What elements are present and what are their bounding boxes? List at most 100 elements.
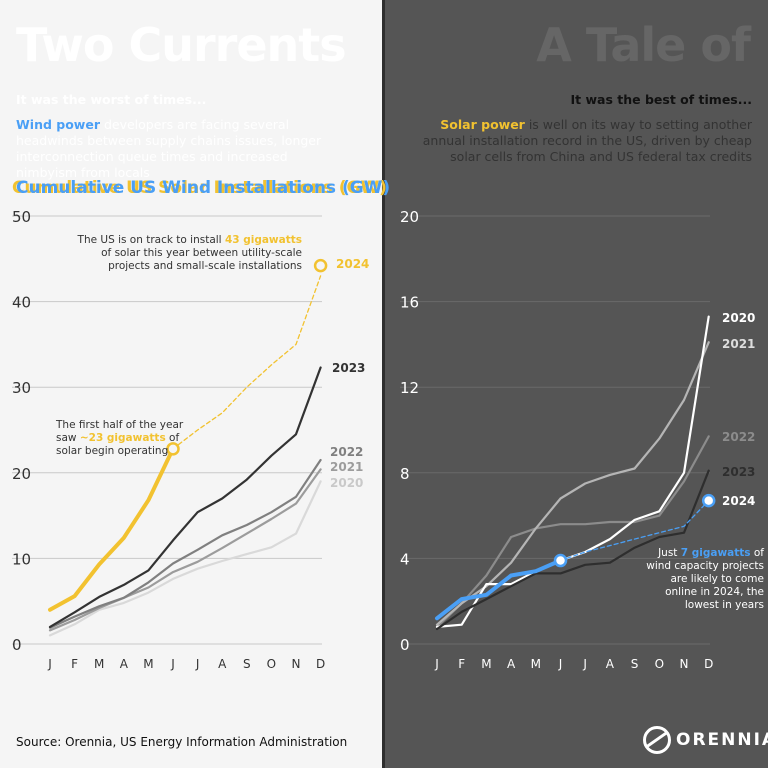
x-tick-label: M <box>531 657 541 671</box>
y-tick-label: 16 <box>400 294 419 312</box>
y-tick-label: 30 <box>12 379 31 397</box>
series-label-2021: 2021 <box>722 337 755 351</box>
x-tick-label: S <box>631 657 639 671</box>
x-tick-label: J <box>558 657 563 671</box>
x-tick-label: A <box>507 657 516 671</box>
series-line-2024-projection <box>172 275 322 450</box>
series-marker-2024 <box>701 493 716 508</box>
y-tick-label: 4 <box>400 550 410 568</box>
annotation-0: The US is on track to install 43 gigawat… <box>77 234 302 272</box>
annotation-segment: solar begin operating <box>56 445 168 457</box>
series-line-2022 <box>435 435 710 628</box>
title-left: A Tale of <box>536 18 751 72</box>
y-tick-label: 20 <box>400 208 419 226</box>
right-subhead: It was the worst of times... <box>16 92 207 107</box>
y-tick-label: 0 <box>12 636 22 654</box>
x-tick-label: J <box>434 657 439 671</box>
orennia-logo-icon <box>643 726 671 754</box>
annotation-segment: of <box>166 432 180 444</box>
wind-highlight: Wind power <box>16 117 100 132</box>
series-line-2024 <box>48 446 175 612</box>
series-line-2022 <box>48 458 322 629</box>
x-tick-label: O <box>267 657 276 671</box>
panel-divider <box>382 0 385 768</box>
x-tick-label: F <box>71 657 78 671</box>
x-tick-label: O <box>655 657 664 671</box>
annotation-segment: The US is on track to install <box>77 234 225 246</box>
x-tick-label: J <box>195 657 200 671</box>
series-line-2023 <box>48 366 322 628</box>
annotation-segment: The first half of the year <box>55 419 184 431</box>
y-tick-label: 50 <box>12 208 31 226</box>
series-line-2020 <box>48 480 322 637</box>
right-paragraph-text: developers are facing several headwinds … <box>16 117 322 180</box>
x-tick-label: N <box>292 657 301 671</box>
series-label-2024: 2024 <box>722 494 755 508</box>
series-line-2024 <box>435 558 563 621</box>
series-label-2022: 2022 <box>330 445 363 459</box>
y-tick-label: 40 <box>12 294 31 312</box>
annotation-segment: saw <box>56 432 80 444</box>
series-line-2021 <box>435 341 710 626</box>
x-tick-label: J <box>170 657 175 671</box>
annotation-segment: 7 gigawatts <box>681 547 751 559</box>
right-panel <box>384 0 768 768</box>
series-line-2020 <box>435 315 710 628</box>
series-label-2024: 2024 <box>336 257 369 271</box>
annotation-segment: wind capacity projects <box>646 560 764 572</box>
y-tick-label: 0 <box>400 636 410 654</box>
x-tick-label: A <box>120 657 129 671</box>
x-tick-label: M <box>481 657 491 671</box>
series-marker-2024 <box>553 553 568 568</box>
series-marker-2024 <box>166 442 180 456</box>
annotation-segment: online in 2024, the <box>665 586 764 598</box>
x-tick-label: J <box>47 657 52 671</box>
annotation-segment: lowest in years <box>685 599 764 611</box>
series-line-2023 <box>435 469 710 631</box>
x-tick-label: D <box>316 657 325 671</box>
source-note: Source: Orennia, US Energy Information A… <box>16 735 348 749</box>
y-tick-label: 8 <box>400 465 410 483</box>
annotation-segment: are likely to come <box>670 573 764 585</box>
title-right: Two Currents <box>16 18 347 72</box>
series-line-2021 <box>48 468 322 632</box>
right-paragraph: Wind power developers are facing several… <box>16 117 351 181</box>
y-tick-label: 20 <box>12 465 31 483</box>
series-label-2022: 2022 <box>722 430 755 444</box>
x-tick-label: A <box>606 657 615 671</box>
x-tick-label: D <box>704 657 713 671</box>
wind-chart: 0 4 8 12 16 20 J F M A M J J A S O N D 2020 2021 2022 2023 202… <box>400 208 764 671</box>
left-subhead: It was the best of times... <box>570 92 752 107</box>
series-label-2021: 2021 <box>330 460 363 474</box>
y-tick-label: 12 <box>400 379 419 397</box>
orennia-logo-text: ORENNIA <box>676 730 768 750</box>
x-tick-label: M <box>94 657 104 671</box>
solar-highlight: Solar power <box>440 117 525 132</box>
annotation-segment: of <box>751 547 765 559</box>
series-label-2023: 2023 <box>332 361 365 375</box>
x-tick-label: S <box>243 657 251 671</box>
annotation-0: Just 7 gigawatts of wind capacity project… <box>646 547 764 611</box>
annotation-1: The first half of the year saw ~23 gigawa… <box>55 419 184 457</box>
x-tick-label: J <box>582 657 587 671</box>
annotation-segment: 43 gigawatts <box>225 234 302 246</box>
x-tick-label: M <box>143 657 153 671</box>
annotation-segment: projects and small-scale installations <box>108 260 302 272</box>
annotation-segment: ~23 gigawatts <box>80 432 166 444</box>
x-tick-label: F <box>458 657 465 671</box>
series-marker-2024 <box>313 258 328 273</box>
series-label-2023: 2023 <box>722 465 755 479</box>
series-label-2020: 2020 <box>722 311 755 325</box>
left-paragraph: Solar power is well on its way to settin… <box>417 117 752 165</box>
series-label-2020: 2020 <box>330 476 363 490</box>
orennia-logo: ORENNIA <box>643 726 768 756</box>
wind-chart-title: Cumulative US Wind Installations (GW) <box>16 178 391 198</box>
annotation-segment: Just <box>657 547 681 559</box>
series-line-2024-projection <box>559 499 710 562</box>
x-tick-label: A <box>218 657 227 671</box>
y-tick-label: 10 <box>12 550 31 568</box>
left-panel <box>0 0 384 768</box>
left-paragraph-text: is well on its way to setting another an… <box>422 117 752 164</box>
x-tick-label: N <box>680 657 689 671</box>
